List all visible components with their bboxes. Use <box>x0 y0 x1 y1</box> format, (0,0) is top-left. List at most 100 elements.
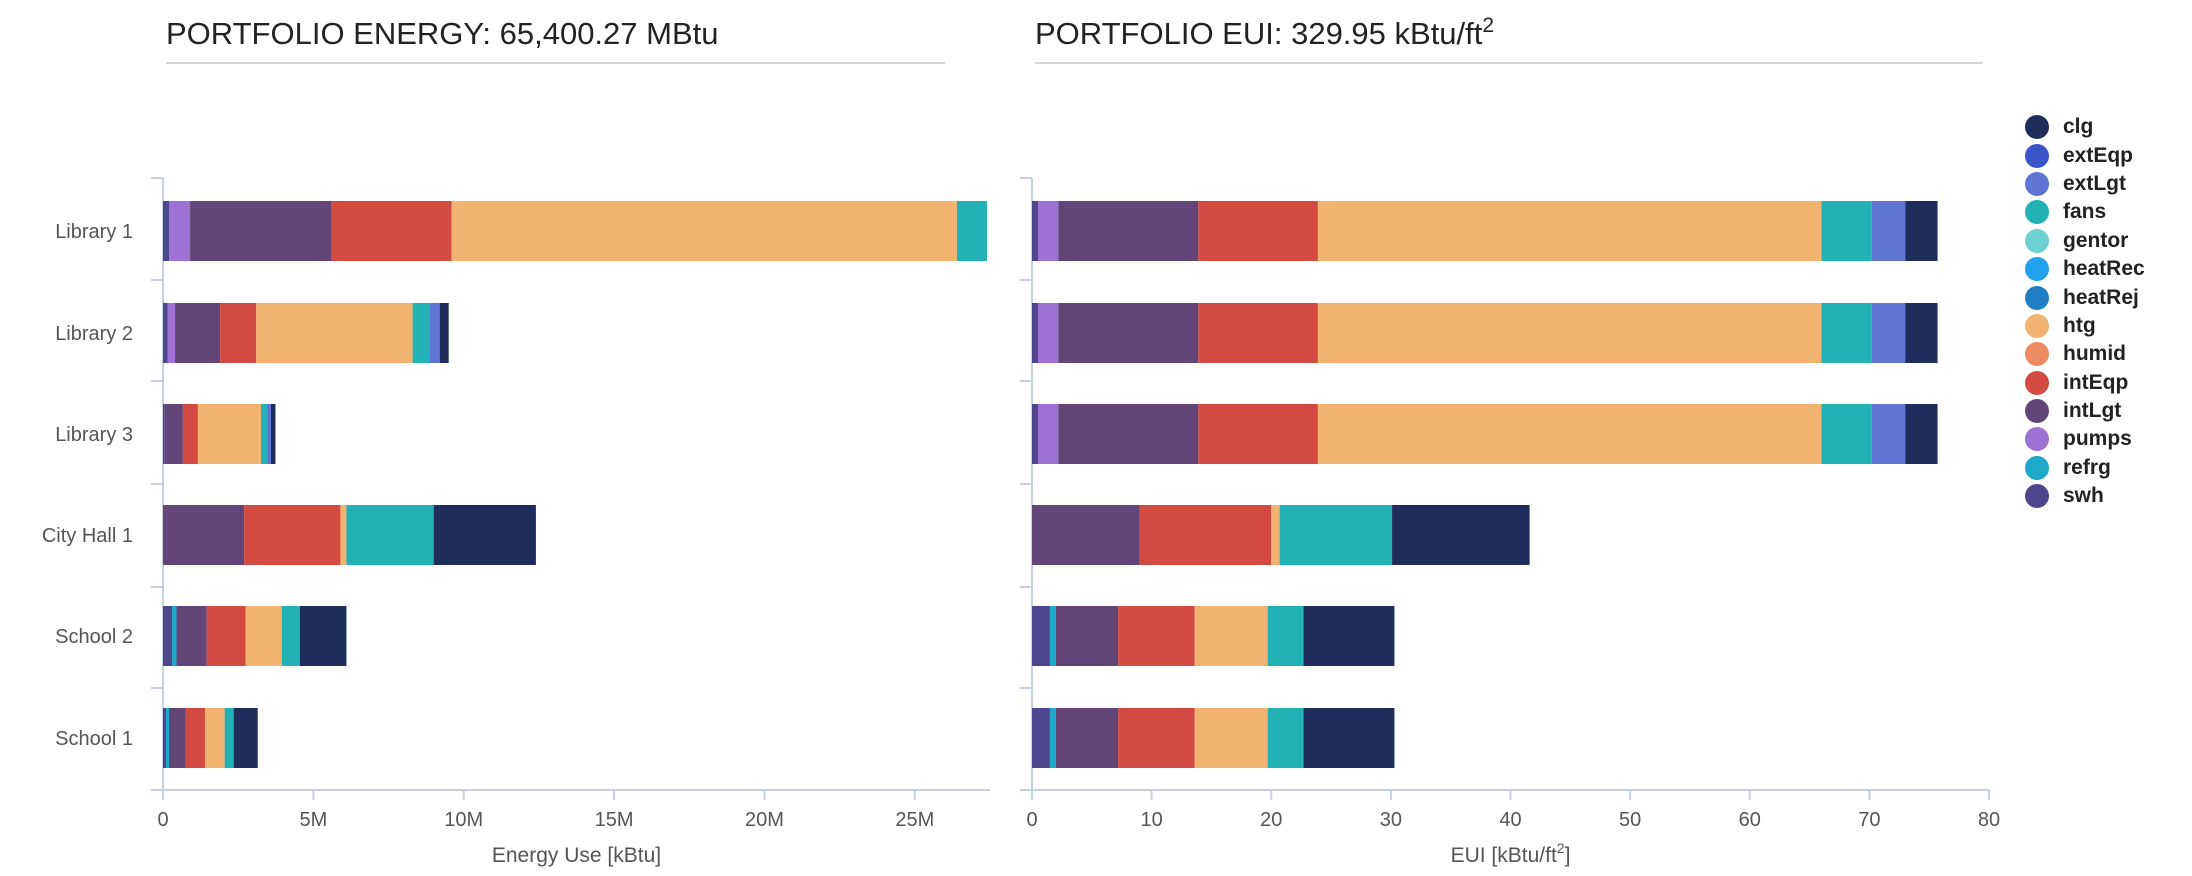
category-label: City Hall 1 <box>42 525 133 547</box>
bar-segment-fans[interactable] <box>346 505 434 565</box>
bar-segment-swh[interactable] <box>1032 404 1038 464</box>
legend-item-clg[interactable]: clg <box>2025 113 2145 141</box>
bar-segment-intEqp[interactable] <box>244 505 341 565</box>
bar-segment-intLgt[interactable] <box>164 404 183 464</box>
bar-segment-clg[interactable] <box>1905 404 1938 464</box>
legend-item-humid[interactable]: humid <box>2025 340 2145 368</box>
bar-segment-intLgt[interactable] <box>1055 606 1119 666</box>
bar-segment-extLgt[interactable] <box>1871 201 1906 261</box>
bar-segment-clg[interactable] <box>1905 303 1938 363</box>
bar-segment-intEqp[interactable] <box>1198 303 1318 363</box>
bar-segment-intEqp[interactable] <box>206 606 246 666</box>
bar-segment-htg[interactable] <box>245 606 282 666</box>
bar-segment-htg[interactable] <box>205 708 225 768</box>
bar-segment-clg[interactable] <box>1303 606 1395 666</box>
bar-segment-extLgt[interactable] <box>1871 404 1906 464</box>
bar-segment-htg[interactable] <box>1271 505 1280 565</box>
bar-segment-swh[interactable] <box>1032 606 1050 666</box>
bar-segment-htg[interactable] <box>1317 201 1822 261</box>
bar-segment-clg[interactable] <box>299 606 347 666</box>
legend-item-gentor[interactable]: gentor <box>2025 227 2145 255</box>
legend-item-htg[interactable]: htg <box>2025 312 2145 340</box>
x-tick-label: 80 <box>1978 809 2000 831</box>
bar-segment-swh[interactable] <box>163 404 165 464</box>
bar-segment-fans[interactable] <box>1821 201 1872 261</box>
bar-segment-extLgt[interactable] <box>429 303 440 363</box>
legend-item-fans[interactable]: fans <box>2025 198 2145 226</box>
bar-segment-intEqp[interactable] <box>185 708 206 768</box>
bar-segment-intLgt[interactable] <box>1058 303 1199 363</box>
legend-item-heatRec[interactable]: heatRec <box>2025 255 2145 283</box>
bar-segment-clg[interactable] <box>270 404 276 464</box>
bar-segment-swh[interactable] <box>1032 708 1050 768</box>
bar-segment-fans[interactable] <box>1267 606 1304 666</box>
bar-segment-fans[interactable] <box>1821 303 1872 363</box>
legend-item-refrg[interactable]: refrg <box>2025 454 2145 482</box>
bar-segment-intLgt[interactable] <box>163 505 245 565</box>
bar-segment-pumps[interactable] <box>1037 201 1059 261</box>
legend-item-heatRej[interactable]: heatRej <box>2025 283 2145 311</box>
bar-segment-fans[interactable] <box>1267 708 1304 768</box>
bar-segment-htg[interactable] <box>1317 303 1822 363</box>
legend-item-intEqp[interactable]: intEqp <box>2025 369 2145 397</box>
bar-segment-intEqp[interactable] <box>1198 201 1318 261</box>
bar-segment-fans[interactable] <box>224 708 234 768</box>
bar-segment-intEqp[interactable] <box>1198 404 1318 464</box>
bar-segment-intLgt[interactable] <box>176 606 207 666</box>
legend-item-intLgt[interactable]: intLgt <box>2025 397 2145 425</box>
bar-segment-clg[interactable] <box>1303 708 1395 768</box>
bar-segment-intLgt[interactable] <box>169 708 186 768</box>
bar-segment-swh[interactable] <box>1032 201 1038 261</box>
bar-segment-swh[interactable] <box>163 303 168 363</box>
bar-segment-swh[interactable] <box>163 708 167 768</box>
x-tick-label: 0 <box>157 809 168 831</box>
bar-segment-intLgt[interactable] <box>1058 404 1199 464</box>
bar-segment-fans[interactable] <box>281 606 300 666</box>
bar-segment-intEqp[interactable] <box>220 303 257 363</box>
bar-segment-clg[interactable] <box>1392 505 1530 565</box>
bar-segment-intLgt[interactable] <box>1055 708 1119 768</box>
bar-segment-fans[interactable] <box>1279 505 1393 565</box>
legend-item-pumps[interactable]: pumps <box>2025 425 2145 453</box>
bar-segment-intEqp[interactable] <box>331 201 452 261</box>
bar-segment-clg[interactable] <box>433 505 536 565</box>
legend-item-extEqp[interactable]: extEqp <box>2025 141 2145 169</box>
bar-segment-htg[interactable] <box>1194 708 1268 768</box>
bar-segment-clg[interactable] <box>1905 201 1938 261</box>
bar-segment-intLgt[interactable] <box>175 303 221 363</box>
bar-segment-refrg[interactable] <box>1049 708 1056 768</box>
bar-segment-swh[interactable] <box>163 201 170 261</box>
bar-segment-intEqp[interactable] <box>1118 606 1195 666</box>
legend-item-swh[interactable]: swh <box>2025 482 2145 510</box>
bar-segment-intLgt[interactable] <box>1032 505 1140 565</box>
bar-segment-swh[interactable] <box>1032 303 1038 363</box>
bar-segment-swh[interactable] <box>163 606 173 666</box>
bar-segment-pumps[interactable] <box>169 201 191 261</box>
bar-segment-clg[interactable] <box>233 708 258 768</box>
bar-segment-extLgt[interactable] <box>267 404 271 464</box>
bar-segment-intLgt[interactable] <box>1058 201 1199 261</box>
bar-segment-htg[interactable] <box>340 505 347 565</box>
bar-segment-intEqp[interactable] <box>1139 505 1272 565</box>
bar-segment-intEqp[interactable] <box>182 404 198 464</box>
bar-segment-extLgt[interactable] <box>1871 303 1906 363</box>
bar-segment-clg[interactable] <box>439 303 449 363</box>
bar-segment-fans[interactable] <box>412 303 430 363</box>
bar-segment-htg[interactable] <box>1317 404 1822 464</box>
bar-segment-htg[interactable] <box>451 201 957 261</box>
bar-segment-pumps[interactable] <box>167 303 176 363</box>
bar-segment-pumps[interactable] <box>1037 404 1059 464</box>
bar-segment-htg[interactable] <box>197 404 262 464</box>
bar-segment-htg[interactable] <box>256 303 413 363</box>
bar-segment-refrg[interactable] <box>166 708 170 768</box>
bar-segment-pumps[interactable] <box>1037 303 1059 363</box>
bar-segment-fans[interactable] <box>956 201 987 261</box>
bar-segment-fans[interactable] <box>261 404 268 464</box>
bar-segment-intEqp[interactable] <box>1118 708 1195 768</box>
bar-segment-fans[interactable] <box>1821 404 1872 464</box>
bar-segment-refrg[interactable] <box>172 606 177 666</box>
bar-segment-intLgt[interactable] <box>190 201 332 261</box>
bar-segment-refrg[interactable] <box>1049 606 1056 666</box>
bar-segment-htg[interactable] <box>1194 606 1268 666</box>
legend-item-extLgt[interactable]: extLgt <box>2025 170 2145 198</box>
